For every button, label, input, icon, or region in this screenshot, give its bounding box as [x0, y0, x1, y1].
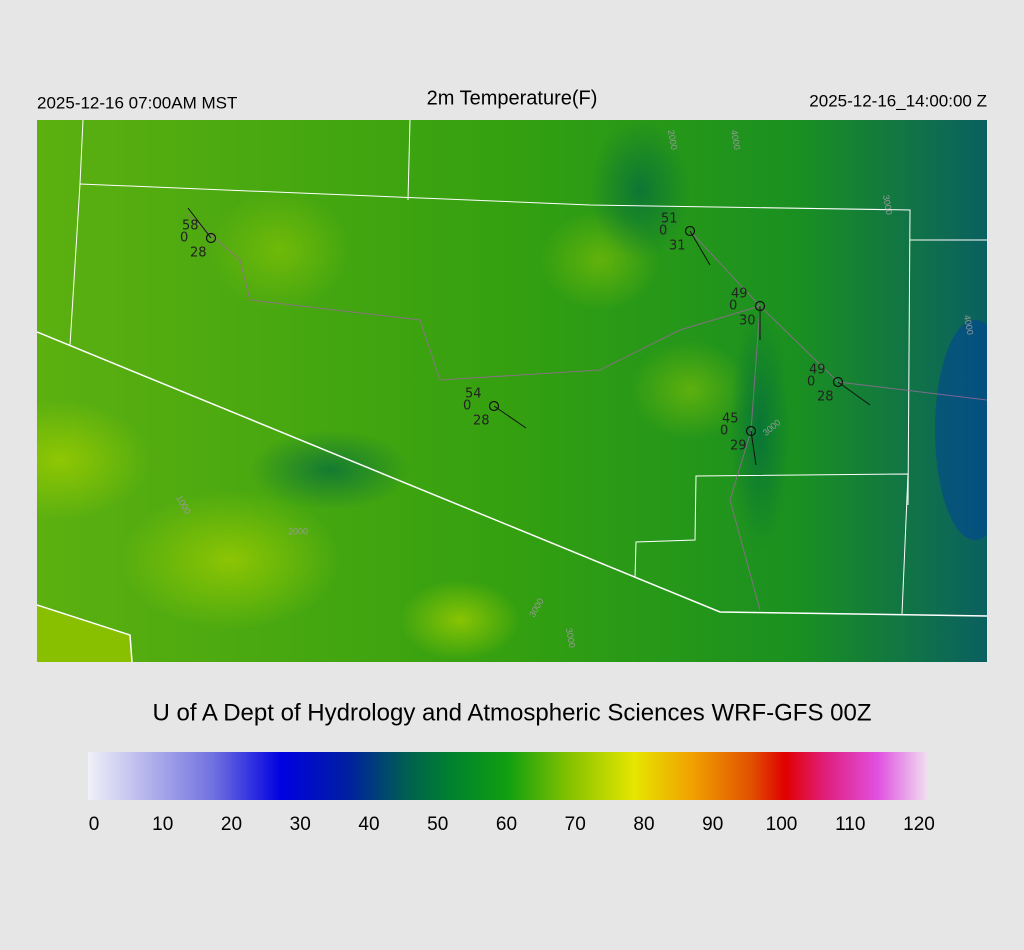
station-dewpoint: 28 [190, 246, 207, 261]
station-dewpoint: 30 [739, 314, 756, 329]
station-temp: 58 [182, 219, 199, 234]
colorbar-tick-label: 70 [565, 814, 586, 835]
station-circle [205, 232, 217, 244]
colorbar-tick-label: 30 [290, 814, 311, 835]
map-title: 2m Temperature(F) [427, 87, 598, 109]
station-wind: 0 [659, 224, 667, 239]
contour-label: 4000 [729, 129, 742, 150]
contour-label: 2000 [666, 129, 679, 150]
wind-barb [493, 405, 527, 429]
station-wind: 0 [729, 299, 737, 314]
wind-barb [750, 430, 757, 466]
station-wind: 0 [720, 424, 728, 439]
credit: U of A Dept of Hydrology and Atmospheric… [153, 699, 872, 726]
valid-local: 2025-12-16 07:00AM MST [37, 93, 237, 112]
station-temp: 51 [661, 212, 678, 227]
colorbar [88, 752, 928, 800]
colorbar-tick-label: 40 [358, 814, 379, 835]
colorbar-tick-label: 60 [496, 814, 517, 835]
colorbar-tick-label: 0 [89, 814, 100, 835]
wind-barb [837, 381, 871, 406]
station-circle [745, 425, 757, 437]
station-temp: 49 [809, 363, 826, 378]
colorbar-tick-label: 120 [903, 814, 935, 835]
station-dewpoint: 31 [669, 239, 686, 254]
station-temp: 54 [465, 387, 482, 402]
contour-label: 3000 [564, 627, 577, 648]
wind-barb [187, 207, 212, 239]
colorbar-tick-label: 110 [835, 814, 865, 835]
station-temp: 49 [731, 287, 748, 302]
station-wind: 0 [463, 399, 471, 414]
wind-barb [689, 230, 711, 266]
station-wind: 0 [807, 375, 815, 390]
station-circle [684, 225, 696, 237]
contour-label: 2000 [288, 526, 308, 536]
contour-label: 3000 [881, 194, 894, 215]
station-dewpoint: 28 [817, 390, 834, 405]
station-wind: 0 [180, 231, 188, 246]
colorbar-tick-label: 50 [427, 814, 448, 835]
station-temp: 45 [722, 412, 739, 427]
station-circle [754, 300, 766, 312]
colorbar-tick-label: 10 [152, 814, 173, 835]
station-circle [832, 376, 844, 388]
map [37, 120, 987, 662]
colorbar-tick-label: 20 [221, 814, 242, 835]
colorbar-tick-label: 100 [766, 814, 798, 835]
valid-utc: 2025-12-16_14:00:00 Z [809, 91, 987, 110]
station-circle [488, 400, 500, 412]
station-dewpoint: 29 [730, 439, 747, 454]
contour-label: 4000 [962, 314, 975, 335]
station-dewpoint: 28 [473, 414, 490, 429]
colorbar-tick-label: 80 [633, 814, 654, 835]
colorbar-tick-label: 90 [702, 814, 723, 835]
